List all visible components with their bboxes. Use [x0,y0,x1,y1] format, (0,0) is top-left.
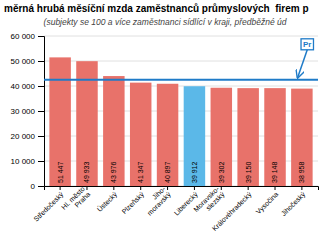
reference-line [44,79,318,81]
data-labels: 51 447 49 933 43 976 41 347 40 897 39 912 39 3… [57,161,306,183]
y-tick-mark [38,136,44,137]
x-tick-mark [86,186,87,190]
data-label: 39 302 [218,161,225,183]
y-tick: 0 [31,182,44,191]
data-label: 40 897 [164,161,171,183]
grid-line [44,36,318,37]
y-tick-mark [38,111,44,112]
x-tick: Ústecký [95,186,119,214]
y-tick-label: 40 000 [11,82,36,91]
bar [237,88,258,186]
bar [264,88,285,186]
reference-label: Pr [303,40,311,49]
y-tick: 10 000 [11,157,44,166]
x-tick-label-line: Královéhradecký [211,190,254,233]
y-tick-mark [38,86,44,87]
annotation-arrow [298,50,308,78]
bar [157,84,178,186]
bar [49,57,70,186]
x-tick-mark [194,186,195,190]
reference-annotation: Pr [298,39,314,78]
y-tick: 50 000 [11,57,44,66]
x-tick-label-line: Vysočina [255,190,281,216]
x-tick-mark [301,186,302,190]
y-tick-label: 10 000 [11,157,36,166]
y-axis: 0 10 000 20 000 30 000 40 000 50 000 60 000 [11,32,45,191]
y-axis-line [38,37,45,187]
x-tick-mark [221,186,222,190]
data-label: 38 958 [298,161,305,183]
bar [184,86,205,186]
x-tick-label: Moravsko-slezský [192,185,227,220]
data-label: 49 933 [83,161,90,183]
x-tick-mark [140,186,141,190]
x-tick-label: Hl. městoPraha [60,185,91,216]
y-tick: 20 000 [11,132,44,141]
chart-svg: měrná hrubá měsíční mzda zaměstnanců prů… [0,0,330,248]
y-tick: 30 000 [11,107,44,116]
x-tick-label-line: Plzeňský [120,190,146,216]
x-tick-label: Ústecký [95,189,119,213]
y-tick-label: 60 000 [11,32,36,41]
grid [44,36,318,186]
y-tick: 60 000 [11,32,44,41]
title: měrná hrubá měsíční mzda zaměstnanců prů… [4,3,309,14]
x-tick-label-line: Jihočeský [280,190,308,218]
x-tick: Královéhradecký [211,186,254,233]
bar [130,83,151,186]
x-tick-mark [60,186,61,190]
x-axis-line [45,187,319,191]
x-tick-label-line: Praha [73,190,91,208]
data-label: 39 148 [271,161,278,183]
x-tick-mark [248,186,249,190]
y-tick-label: 50 000 [11,57,36,66]
data-label: 39 912 [191,161,198,183]
y-tick: 40 000 [11,82,44,91]
y-tick-label: 30 000 [11,107,36,116]
y-tick-mark [38,161,44,162]
y-tick-mark [38,36,44,37]
annotation-box [301,39,313,50]
x-tick-mark [275,186,276,190]
x-tick-label: Královéhradecký [211,190,254,233]
x-tick: Hl. městoPraha [60,185,91,216]
x-tick-label: Plzeňský [120,190,146,216]
plot-area [44,57,318,186]
data-label: 41 347 [137,161,144,183]
x-tick-label-line: moravský [146,190,173,217]
y-tick-label: 20 000 [11,132,36,141]
x-tick-label-line: Ústecký [95,189,119,213]
y-tick-label: 0 [31,182,36,191]
y-tick-mark [38,61,44,62]
data-label: 51 447 [57,161,64,183]
bar [103,76,124,186]
x-tick: Moravsko-slezský [192,185,227,220]
bar [291,89,312,186]
x-tick: Vysočina [255,186,281,216]
x-tick-label: Jihočeský [280,190,308,218]
x-tick-label-line: slezský [205,190,227,212]
x-tick-label: Vysočina [255,190,281,216]
x-tick-mark [113,186,114,190]
x-tick-mark [167,186,168,190]
bar [211,88,232,186]
x-tick: Jihočeský [280,186,308,218]
data-label: 43 976 [110,161,117,183]
y-tick-mark [38,186,44,187]
x-axis: StředočeskýHl. městoPrahaÚsteckýPlzeňský… [32,185,318,233]
x-tick-label: Jiho-moravský [140,185,173,218]
subtitle: (subjekty se 100 a více zaměstnanci sídl… [44,17,287,27]
data-label: 39 150 [245,161,252,183]
x-tick: Jiho-moravský [140,185,173,218]
x-tick: Plzeňský [120,186,146,216]
